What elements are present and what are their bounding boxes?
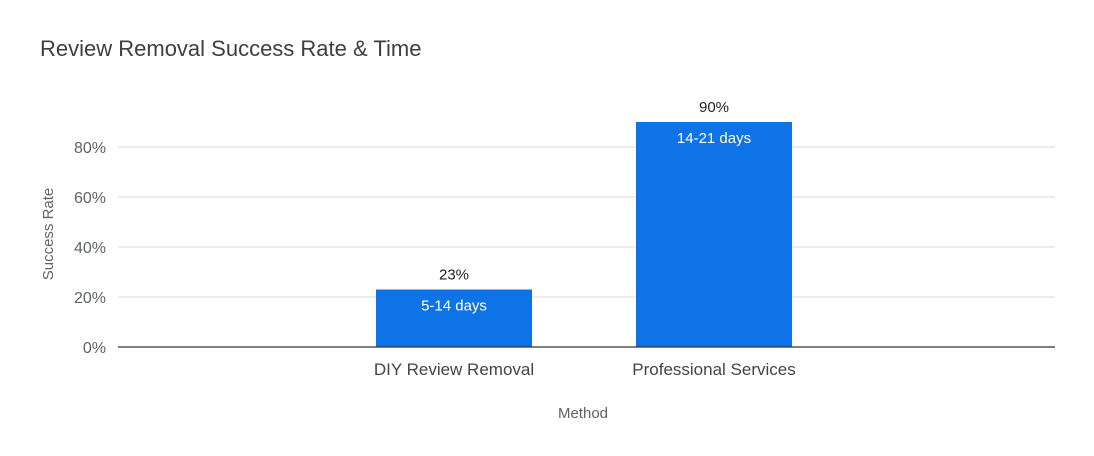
y-tick-label: 60%	[74, 190, 106, 207]
bar-value-label: 23%	[439, 267, 469, 284]
bar-labels: 23% 5-14 days 90% 14-21 days	[421, 99, 751, 315]
y-tick-label: 20%	[74, 290, 106, 307]
x-category-labels: DIY Review Removal Professional Services	[374, 360, 796, 379]
x-category-label: Professional Services	[632, 360, 795, 379]
bar	[376, 289, 532, 347]
chart-title: Review Removal Success Rate & Time	[40, 36, 421, 61]
bar-duration-label: 14-21 days	[677, 130, 751, 147]
y-tick-label: 40%	[74, 240, 106, 257]
x-axis-title: Method	[558, 405, 608, 422]
grid-lines	[118, 146, 1055, 298]
bar	[636, 122, 792, 347]
y-tick-labels: 0% 20% 40% 60% 80%	[74, 140, 106, 357]
bars	[376, 122, 792, 347]
y-tick-label: 0%	[83, 340, 106, 357]
y-tick-label: 80%	[74, 140, 106, 157]
x-category-label: DIY Review Removal	[374, 360, 534, 379]
bar-value-label: 90%	[699, 99, 729, 116]
y-axis-title: Success Rate	[40, 188, 57, 281]
bar-duration-label: 5-14 days	[421, 298, 487, 315]
